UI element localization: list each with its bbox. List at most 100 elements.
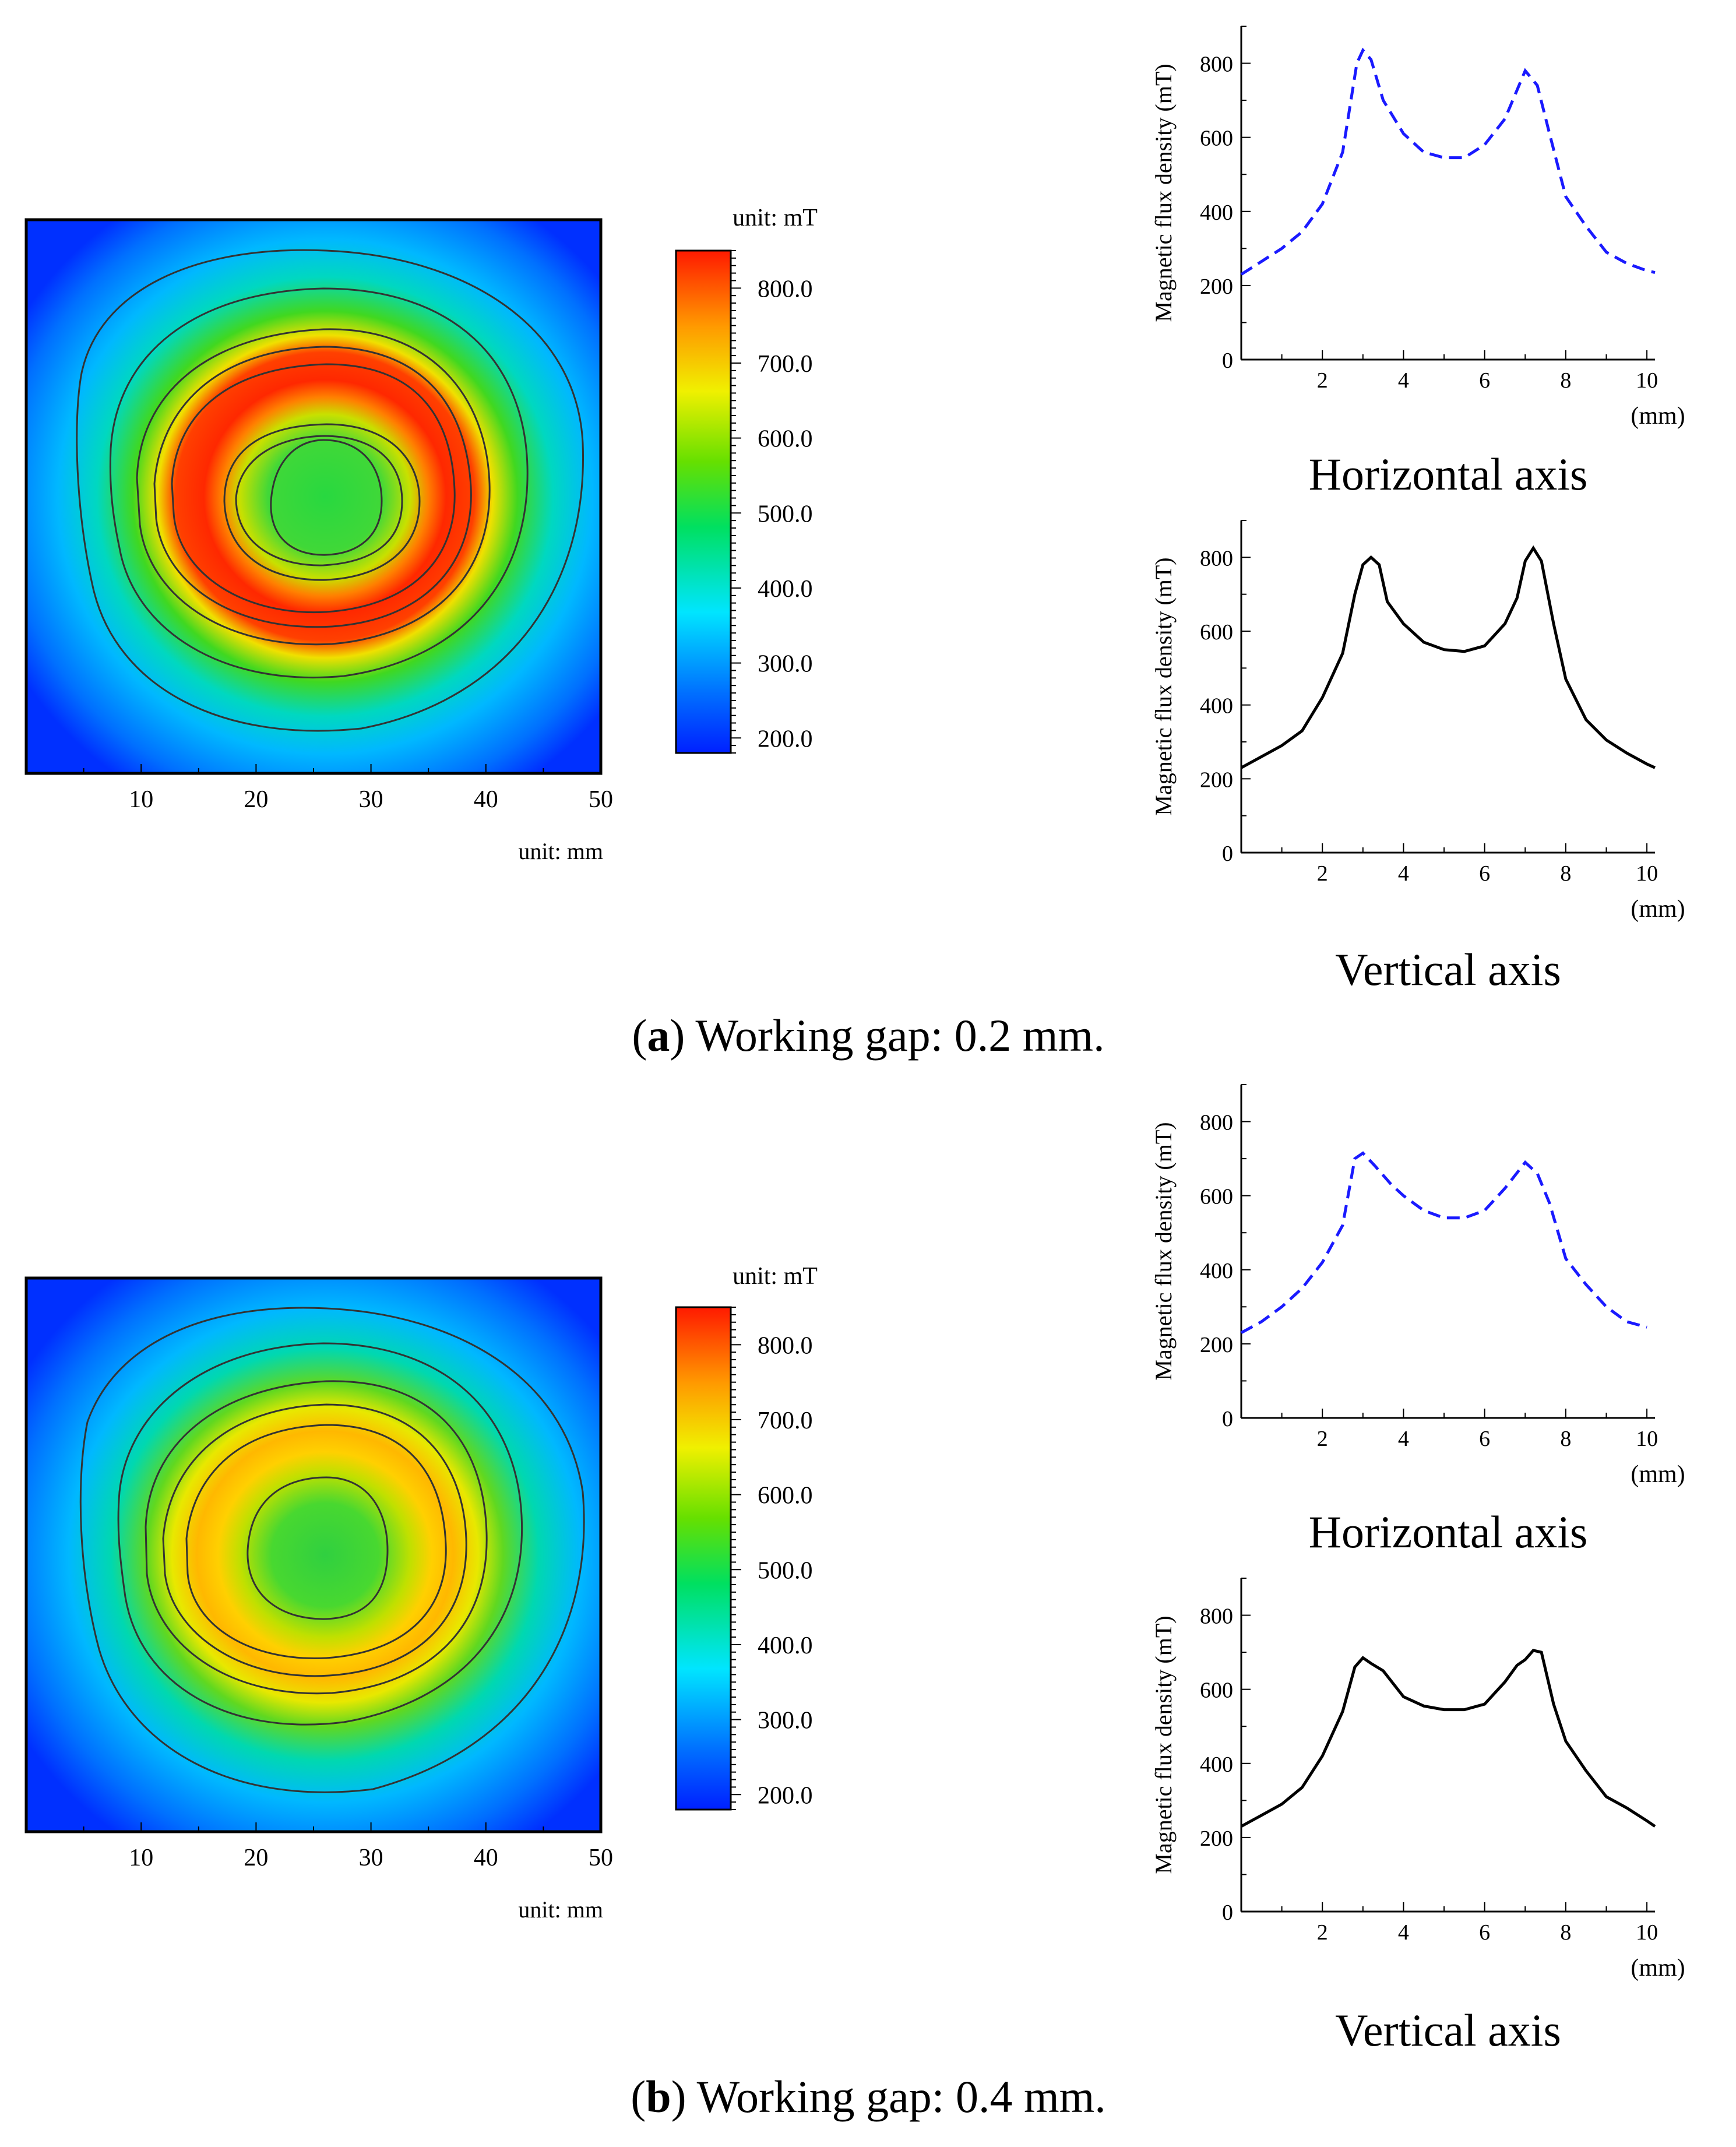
y-tick-label: 200: [1200, 1333, 1233, 1357]
colorbar-tick-label: 700.0: [758, 351, 813, 378]
colorbar-tick-label: 800.0: [758, 276, 813, 302]
y-tick-label: 600: [1200, 620, 1233, 645]
colorbar-tick-label: 500.0: [758, 1557, 813, 1584]
y-tick-label: 0: [1222, 349, 1233, 373]
contour-line: [145, 1380, 488, 1695]
contour-line: [76, 249, 584, 732]
caption-b-label: b: [646, 2071, 671, 2122]
x-tick-label: 2: [1317, 1920, 1328, 1945]
heatmap-a-x-axis: 10 20 30 40 50: [83, 764, 613, 813]
x-tick-label: 4: [1398, 861, 1409, 886]
colorbar-a-bar: [675, 249, 732, 754]
y-tick-label: 800: [1200, 52, 1233, 77]
colorbar-tick-label: 600.0: [758, 426, 813, 453]
x-tick-label: 4: [1398, 368, 1409, 393]
x-tick-label: 10: [1636, 1920, 1658, 1945]
x-tick-label: 10: [129, 1845, 153, 1871]
series-line: [1240, 1649, 1656, 1828]
heatmap-a-field: [26, 220, 601, 773]
contour-line: [185, 1424, 447, 1660]
chart-title: Horizontal axis: [1309, 1507, 1588, 1557]
x-tick-label: 50: [589, 1845, 613, 1871]
x-tick-label: 6: [1479, 861, 1490, 886]
x-tick-label: 4: [1398, 1427, 1409, 1451]
contour-line: [223, 423, 421, 581]
caption-a-label: a: [647, 1010, 670, 1061]
colorbar-tick-label: 500.0: [758, 501, 813, 527]
y-tick-label: 400: [1200, 694, 1233, 719]
series-line: [1240, 1151, 1647, 1334]
y-tick-label: 200: [1200, 274, 1233, 299]
y-axis-label: Magnetic flux density (mT): [1150, 1122, 1177, 1380]
contour-line: [79, 1307, 585, 1793]
heatmap-a: [24, 218, 603, 775]
contour-line: [235, 435, 403, 566]
panel-b: unit: mT 200.0 300.0 400.0 500.0 600.0 700.0 8…: [24, 1084, 1685, 2122]
contour-line: [153, 346, 472, 628]
colorbar-a-title: unit: mT: [733, 205, 818, 231]
x-tick-label: 2: [1317, 861, 1328, 886]
x-tick-label: 6: [1479, 368, 1490, 393]
heatmap-a-unit-label: unit: mm: [518, 838, 603, 864]
x-tick-label: 8: [1560, 861, 1571, 886]
x-axis-label: (mm): [1631, 1461, 1685, 1488]
x-tick-label: 50: [589, 786, 613, 813]
colorbar-b: unit: mT 200.0 300.0 400.0 500.0 600.0 700.0 8…: [675, 1263, 818, 1811]
x-tick-label: 40: [474, 786, 498, 813]
chart-a-vertical: 0 200 400 600 800 2 4 6 8 10 (mm) Magnetic flux den…: [1150, 520, 1685, 995]
contour-line: [136, 328, 491, 646]
x-tick-label: 30: [359, 786, 383, 813]
y-tick-label: 0: [1222, 842, 1233, 866]
y-tick-label: 0: [1222, 1407, 1233, 1431]
chart-title: Vertical axis: [1335, 944, 1561, 995]
x-tick-label: 10: [1636, 368, 1658, 393]
y-tick-label: 200: [1200, 768, 1233, 792]
x-tick-label: 10: [1636, 861, 1658, 886]
colorbar-b-bar: [675, 1306, 732, 1811]
caption-b: (b) Working gap: 0.4 mm.: [631, 2071, 1106, 2122]
y-tick-label: 400: [1200, 200, 1233, 225]
contour-line: [117, 1342, 523, 1726]
heatmap-b-x-axis: 10 20 30 40 50: [83, 1822, 613, 1871]
x-tick-label: 40: [474, 1845, 498, 1871]
x-tick-label: 4: [1398, 1920, 1409, 1945]
contour-line: [109, 287, 529, 679]
caption-b-text: ) Working gap: 0.4 mm.: [671, 2071, 1106, 2122]
x-tick-label: 8: [1560, 1920, 1571, 1945]
colorbar-tick-label: 800.0: [758, 1332, 813, 1359]
heatmap-b-unit-label: unit: mm: [518, 1896, 603, 1923]
panel-a: unit: mT 200.0 300.0 400.0 500.0 600.0 700.0 8…: [24, 26, 1685, 1061]
colorbar-tick-label: 600.0: [758, 1483, 813, 1509]
x-axis-label: (mm): [1631, 403, 1685, 430]
heatmap-b-field: [26, 1278, 601, 1832]
x-tick-label: 20: [244, 786, 268, 813]
caption-a-text: ) Working gap: 0.2 mm.: [670, 1010, 1104, 1061]
colorbar-tick-label: 400.0: [758, 1632, 813, 1659]
y-tick-label: 0: [1222, 1900, 1233, 1925]
series-line: [1240, 47, 1656, 276]
chart-title: Horizontal axis: [1309, 449, 1588, 499]
x-tick-label: 30: [359, 1845, 383, 1871]
colorbar-tick-label: 400.0: [758, 576, 813, 603]
contour-line: [171, 363, 456, 614]
chart-title: Vertical axis: [1335, 2005, 1561, 2056]
y-tick-label: 800: [1200, 1111, 1233, 1135]
x-tick-label: 6: [1479, 1427, 1490, 1451]
x-tick-label: 6: [1479, 1920, 1490, 1945]
contour-line: [247, 1476, 389, 1620]
y-tick-label: 800: [1200, 546, 1233, 571]
colorbar-tick-label: 300.0: [758, 1708, 813, 1734]
contour-line: [162, 1403, 467, 1677]
x-tick-label: 10: [1636, 1427, 1658, 1451]
colorbar-tick-label: 200.0: [758, 726, 813, 752]
caption-a: (a) Working gap: 0.2 mm.: [632, 1010, 1104, 1061]
x-axis-label: (mm): [1631, 896, 1685, 923]
chart-a-horizontal: 0 200 400 600 800 2 4 6 8 10 (mm) Magnetic flux den…: [1150, 26, 1685, 499]
x-tick-label: 2: [1317, 1427, 1328, 1451]
colorbar-a: unit: mT 200.0 300.0 400.0 500.0 600.0 700.0 8…: [675, 205, 818, 754]
x-tick-label: 2: [1317, 368, 1328, 393]
heatmap-b-contours: [79, 1307, 585, 1793]
y-axis-label: Magnetic flux density (mT): [1150, 557, 1177, 815]
x-tick-label: 8: [1560, 368, 1571, 393]
